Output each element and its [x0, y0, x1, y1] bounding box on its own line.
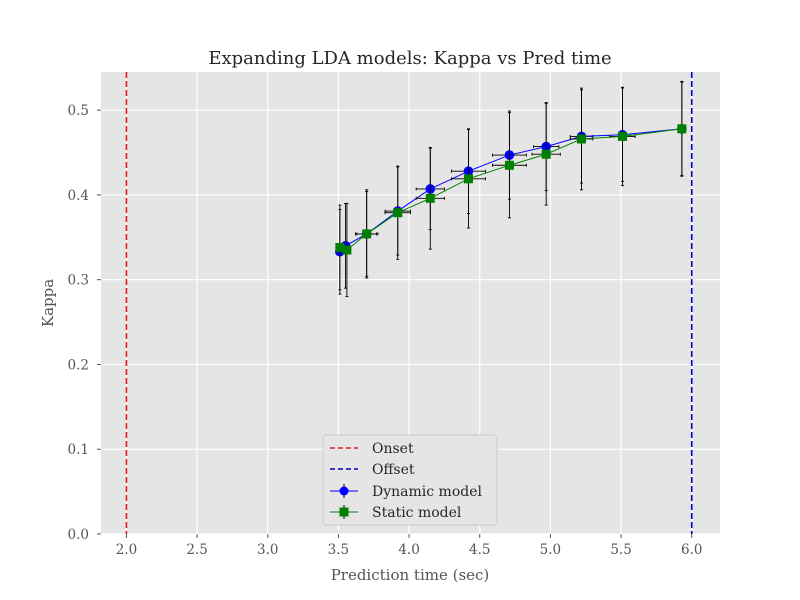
x-tick-label: 2.0 [116, 542, 137, 558]
x-tick-label: 4.5 [469, 542, 490, 558]
x-tick-label: 6.0 [681, 542, 702, 558]
x-tick-label: 4.0 [398, 542, 419, 558]
y-tick-label: 0.5 [68, 103, 89, 119]
legend: Onset Offset Dynamic model Static model [322, 434, 498, 526]
x-tick-label: 2.5 [186, 542, 207, 558]
legend-dynamic-marker [339, 486, 349, 496]
static-model-point [504, 160, 514, 170]
static-model-point [677, 124, 687, 134]
x-axis-label: Prediction time (sec) [331, 566, 490, 584]
static-model-point [577, 134, 587, 144]
static-model-point [362, 229, 372, 239]
y-tick-label: 0.3 [68, 273, 89, 289]
x-tick-label: 3.0 [257, 542, 278, 558]
y-axis-label: Kappa [39, 279, 57, 327]
y-tick-label: 0.4 [68, 188, 89, 204]
legend-static-label: Static model [372, 505, 462, 521]
reference-lines [125, 72, 693, 534]
y-tick-label: 0.2 [68, 357, 89, 373]
x-axis-ticks: 2.0 2.5 3.0 3.5 4.0 4.5 5.0 5.5 6.0 [116, 534, 702, 558]
x-tick-label: 5.0 [540, 542, 561, 558]
legend-box [322, 434, 498, 526]
static-model-point [617, 131, 627, 141]
x-tick-label: 3.5 [328, 542, 349, 558]
legend-offset-label: Offset [372, 462, 415, 478]
y-axis-ticks: 0.0 0.1 0.2 0.3 0.4 0.5 [68, 103, 101, 543]
static-model-point [342, 245, 352, 255]
chart-title: Expanding LDA models: Kappa vs Pred time [208, 48, 611, 69]
legend-static-marker [339, 507, 349, 517]
static-model-point [463, 174, 473, 184]
static-model-point [541, 149, 551, 159]
series-layer [335, 80, 687, 298]
static-model-point [425, 193, 435, 203]
x-tick-label: 5.5 [610, 542, 631, 558]
static-model-point [393, 208, 403, 218]
static-model-point [335, 242, 345, 252]
y-tick-label: 0.1 [68, 442, 89, 458]
y-tick-label: 0.0 [68, 527, 89, 543]
legend-onset-label: Onset [372, 441, 414, 457]
legend-dynamic-label: Dynamic model [372, 484, 482, 500]
